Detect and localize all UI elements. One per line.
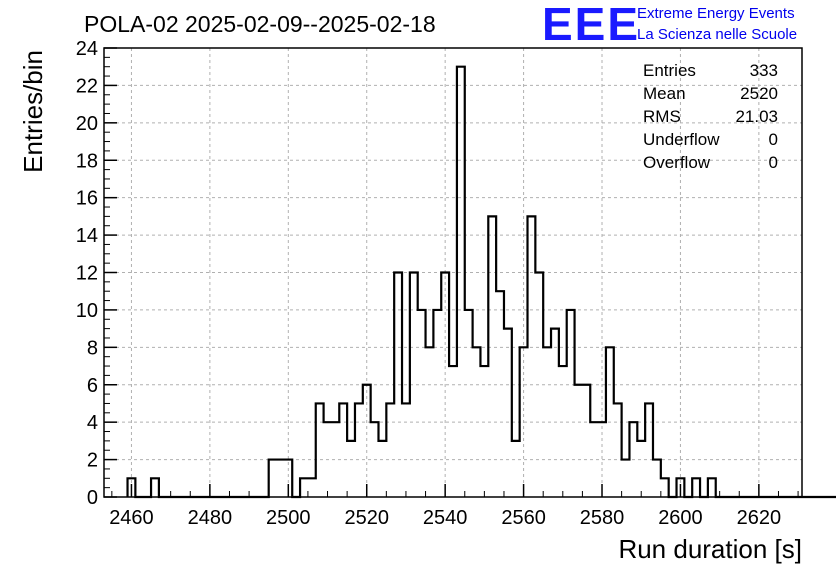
stat-value: 333 [750, 61, 778, 80]
eee-logo-mark: EEE [542, 0, 640, 50]
stat-label: Overflow [643, 153, 711, 172]
x-tick-label: 2540 [423, 507, 468, 529]
stat-label: RMS [643, 107, 681, 126]
y-tick-label: 14 [76, 225, 98, 247]
x-tick-label: 2460 [109, 507, 154, 529]
stat-value: 0 [769, 130, 778, 149]
y-tick-label: 8 [87, 337, 98, 359]
y-tick-label: 10 [76, 300, 98, 322]
stat-label: Entries [643, 61, 696, 80]
x-tick-label: 2600 [658, 507, 703, 529]
y-tick-label: 2 [87, 450, 98, 472]
x-tick-label: 2580 [580, 507, 625, 529]
x-tick-label: 2520 [344, 507, 389, 529]
x-axis-title: Run duration [s] [618, 534, 802, 564]
stat-label: Underflow [643, 130, 720, 149]
y-tick-label: 20 [76, 113, 98, 135]
stat-value: 2520 [740, 84, 778, 103]
stat-label: Mean [643, 84, 686, 103]
y-tick-label: 22 [76, 75, 98, 97]
logo-line-1: Extreme Energy Events [637, 5, 795, 22]
chart-title: POLA-02 2025-02-09--2025-02-18 [84, 11, 436, 37]
stats-box: Entries 333 Mean 2520 RMS 21.03 Underflow 0 Over… [643, 61, 778, 172]
x-tick-label: 2620 [737, 507, 782, 529]
y-axis-title: Entries/bin [18, 50, 48, 173]
grid-lines [104, 48, 802, 497]
y-tick-label: 12 [76, 263, 98, 285]
logo-line-2: La Scienza nelle Scuole [637, 26, 797, 43]
y-tick-label: 6 [87, 375, 98, 397]
eee-logo: EEE Extreme Energy Events La Scienza nel… [542, 0, 797, 50]
y-tick-label: 16 [76, 188, 98, 210]
y-tick-label: 18 [76, 150, 98, 172]
x-tick-label: 2560 [501, 507, 546, 529]
axis-ticks: 2460 2480 2500 2520 2540 2560 2580 2600 26200246… [76, 38, 799, 529]
x-tick-label: 2480 [188, 507, 233, 529]
y-tick-label: 24 [76, 38, 98, 60]
stat-value: 21.03 [735, 107, 778, 126]
stat-value: 0 [769, 153, 778, 172]
y-tick-label: 4 [87, 412, 98, 434]
histogram-outline [126, 65, 836, 499]
y-tick-label: 0 [87, 487, 98, 509]
x-tick-label: 2500 [266, 507, 311, 529]
